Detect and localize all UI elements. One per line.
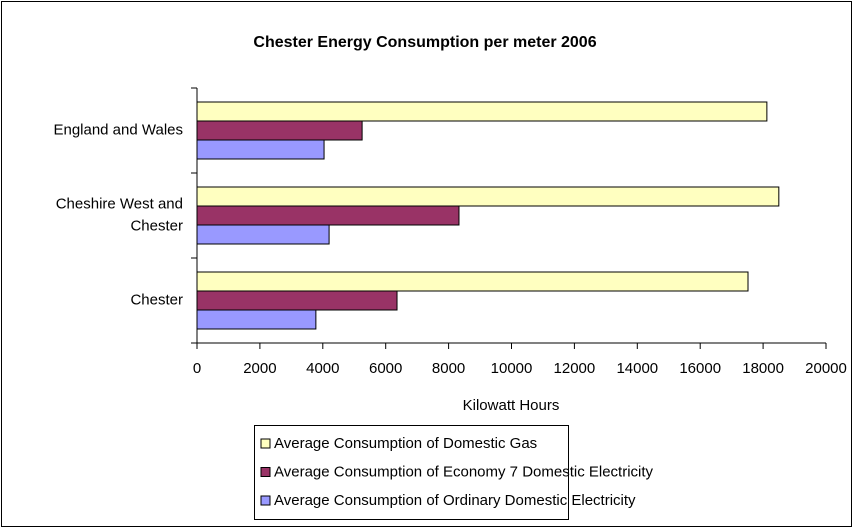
legend-label: Average Consumption of Domestic Gas [274, 435, 537, 452]
chart-title: Chester Energy Consumption per meter 200… [253, 34, 596, 51]
x-tick-label: 6000 [369, 360, 402, 377]
bar [196, 205, 460, 226]
x-axis-title: Kilowatt Hours [463, 397, 560, 414]
x-tick-label: 16000 [679, 360, 721, 377]
legend-swatch [260, 495, 271, 506]
x-tick-label: 2000 [243, 360, 276, 377]
bar [196, 139, 325, 160]
legend-box [254, 425, 569, 520]
x-tick-label: 0 [193, 360, 201, 377]
legend-label: Average Consumption of Economy 7 Domesti… [274, 463, 654, 480]
bar [196, 224, 330, 245]
bar [196, 309, 317, 330]
bar [196, 120, 363, 141]
x-tick-label: 18000 [742, 360, 784, 377]
y-tick-label: England and Wales [53, 121, 183, 138]
legend-swatch [260, 467, 271, 477]
legend-label: Average Consumption of Ordinary Domestic… [274, 492, 636, 509]
bar [196, 186, 780, 207]
legend-swatch [260, 438, 271, 449]
y-tick-label: Cheshire West and Chester [56, 195, 183, 234]
x-tick-label: 10000 [491, 360, 533, 377]
x-tick-label: 14000 [616, 360, 658, 377]
bar [196, 101, 768, 122]
bar [196, 271, 749, 292]
x-tick-label: 4000 [306, 360, 339, 377]
x-tick-label: 12000 [554, 360, 596, 377]
y-tick-label: Chester [130, 291, 183, 308]
bar [196, 290, 398, 311]
x-tick-label: 8000 [432, 360, 465, 377]
x-tick-label: 20000 [805, 360, 847, 377]
